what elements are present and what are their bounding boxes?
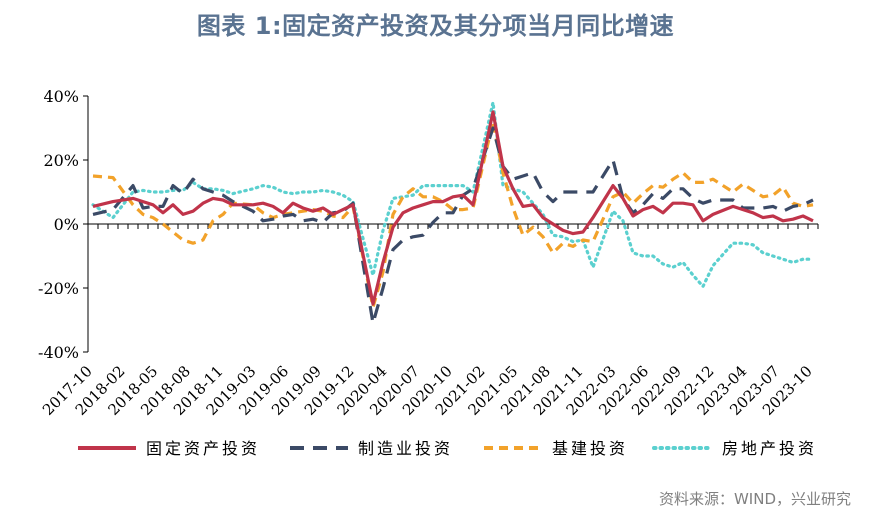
legend-label: 房地产投资 [722, 439, 817, 458]
y-tick-label: 0% [54, 215, 79, 234]
series-line-4 [91, 100, 815, 288]
legend: 固定资产投资 制造业投资 基建投资 房地产投资 [78, 439, 817, 458]
legend-label: 制造业投资 [358, 439, 453, 458]
chart-title: 图表 1:固定资产投资及其分项当月同比增速 [196, 12, 675, 40]
y-axis: -40% -20% 0% 20% 40% [38, 87, 89, 362]
series-line-2 [92, 126, 814, 325]
y-tick-label: -20% [38, 279, 79, 298]
series-lines [91, 100, 815, 325]
series-line-1 [92, 110, 814, 306]
source-note: 资料来源：WIND，兴业研究 [658, 490, 851, 508]
y-tick-label: -40% [38, 343, 79, 362]
y-tick-label: 20% [43, 151, 79, 170]
legend-label: 基建投资 [552, 439, 628, 458]
y-tick-label: 40% [43, 87, 79, 106]
x-axis: 2017-102018-022018-052018-082018-112019-… [39, 223, 819, 419]
legend-label: 固定资产投资 [146, 439, 260, 458]
series-line-3 [92, 119, 814, 309]
